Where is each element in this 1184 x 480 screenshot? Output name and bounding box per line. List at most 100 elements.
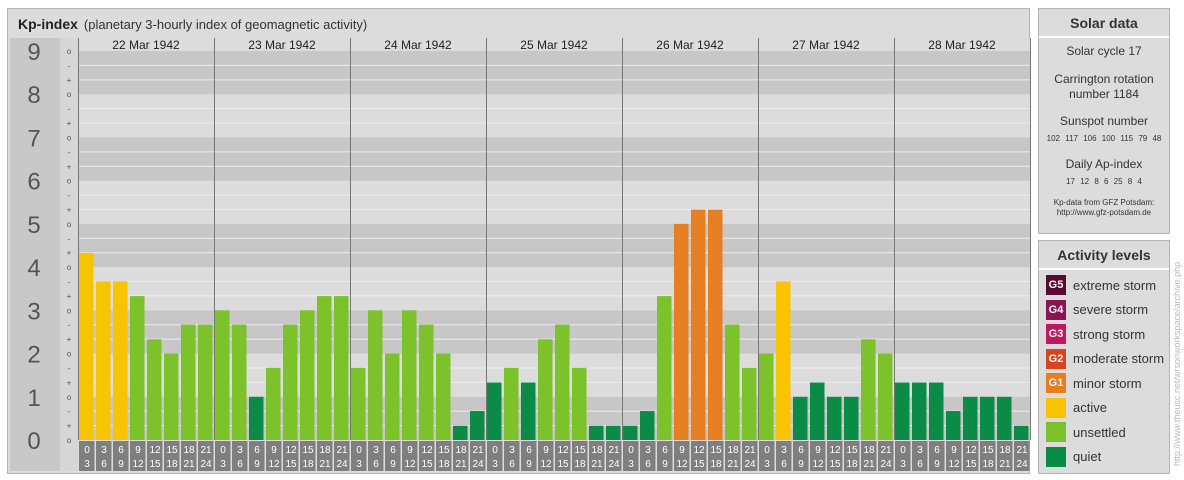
- activity-level-item: unsettled: [1046, 422, 1126, 442]
- time-slot-cell: [283, 441, 299, 471]
- activity-levels-panel: Activity levels G5 extreme storm G4 severe …: [1038, 240, 1170, 474]
- time-slot-start: 3: [917, 445, 923, 456]
- y-minor-column: [60, 38, 78, 471]
- time-slot-cell: [742, 441, 758, 471]
- time-slot-cell: [436, 441, 452, 471]
- kp-bar: [351, 367, 366, 440]
- day-label: 25 Mar 1942: [520, 38, 588, 52]
- y-minor-tick-label: -: [68, 61, 71, 70]
- time-slot-cell: [589, 441, 605, 471]
- time-slot-cell: [963, 441, 979, 471]
- time-slot-end: 21: [183, 459, 195, 470]
- kp-bar: [929, 382, 944, 440]
- y-axis-column: [10, 38, 60, 471]
- kp-bar: [300, 310, 315, 440]
- y-minor-tick-label: -: [68, 364, 71, 373]
- time-slot-end: 21: [455, 459, 467, 470]
- kp-bar: [334, 296, 349, 440]
- time-slot-end: 15: [421, 459, 433, 470]
- time-slot-cell: [113, 441, 129, 471]
- time-slot-cell: [215, 441, 231, 471]
- time-slot-start: 6: [798, 445, 804, 456]
- date-header-band: [78, 38, 1030, 51]
- kp-bar: [470, 411, 485, 440]
- kp-bar: [113, 281, 128, 440]
- time-slot-cell: [198, 441, 214, 471]
- kp-bar: [946, 411, 961, 440]
- activity-level-swatch: G1: [1046, 373, 1066, 393]
- time-slot-start: 3: [237, 445, 243, 456]
- time-slot-start: 12: [965, 445, 977, 456]
- time-slot-end: 9: [798, 459, 804, 470]
- kp-bar: [538, 339, 553, 440]
- kp-band: [78, 267, 1030, 311]
- time-slot-cell: [929, 441, 945, 471]
- time-slot-cell: [555, 441, 571, 471]
- kp-bar: [725, 324, 740, 440]
- chart-title: Kp-index (planetary 3-hourly index of geo…: [18, 16, 367, 32]
- activity-level-label: unsettled: [1073, 424, 1126, 440]
- chart-title-main: Kp-index: [18, 16, 78, 32]
- time-slot-start: 6: [254, 445, 260, 456]
- time-slot-cell: [861, 441, 877, 471]
- time-slot-cell: [521, 441, 537, 471]
- time-slot-end: 6: [917, 459, 923, 470]
- kp-bar: [181, 324, 196, 440]
- kp-bar: [895, 382, 910, 440]
- time-slot-start: 6: [526, 445, 532, 456]
- time-slot-start: 0: [900, 445, 906, 456]
- day-label: 22 Mar 1942: [112, 38, 180, 52]
- y-minor-tick-label: -: [68, 407, 71, 416]
- time-slot-end: 9: [390, 459, 396, 470]
- time-slot-cell: [351, 441, 367, 471]
- time-slot-start: 15: [574, 445, 586, 456]
- time-slot-end: 15: [149, 459, 161, 470]
- activity-level-item: G5 extreme storm: [1046, 275, 1156, 295]
- y-minor-tick-label: o: [67, 47, 72, 56]
- y-minor-tick-label: o: [67, 436, 72, 445]
- time-slot-end: 12: [540, 459, 552, 470]
- activity-level-item: G4 severe storm: [1046, 299, 1148, 320]
- time-slot-end: 15: [965, 459, 977, 470]
- time-slot-end: 3: [220, 459, 226, 470]
- time-slot-start: 15: [710, 445, 722, 456]
- time-slot-end: 21: [591, 459, 603, 470]
- time-slot-end: 18: [982, 459, 994, 470]
- time-slot-cell: [572, 441, 588, 471]
- kp-bar: [164, 353, 179, 440]
- kp-bar: [640, 411, 655, 440]
- time-slot-end: 9: [662, 459, 668, 470]
- time-slot-end: 3: [356, 459, 362, 470]
- time-slot-cell: [997, 441, 1013, 471]
- time-slot-end: 21: [319, 459, 331, 470]
- kp-bar: [861, 339, 876, 440]
- y-tick-label: 7: [27, 125, 40, 152]
- ap-label: Daily Ap-index: [1065, 157, 1143, 171]
- kp-bar: [232, 324, 247, 440]
- kp-bar: [997, 396, 1012, 440]
- kp-bar: [827, 396, 842, 440]
- kp-bar: [79, 252, 94, 440]
- activity-level-swatch: [1046, 397, 1066, 418]
- time-slot-start: 9: [271, 445, 277, 456]
- time-slot-end: 12: [268, 459, 280, 470]
- source-line-2[interactable]: http://www.gfz-potsdam.de: [1056, 208, 1152, 217]
- time-slot-start: 18: [863, 445, 875, 456]
- time-slot-end: 18: [166, 459, 178, 470]
- day-label: 28 Mar 1942: [928, 38, 996, 52]
- kp-bar: [521, 382, 536, 440]
- time-slot-cell: [878, 441, 894, 471]
- time-slot-cell: [181, 441, 197, 471]
- activity-level-item: G2 moderate storm: [1046, 348, 1164, 369]
- kp-band: [78, 137, 1030, 181]
- kp-bar: [708, 209, 723, 440]
- kp-band: [78, 180, 1030, 224]
- time-slot-start: 21: [608, 445, 620, 456]
- kp-bar: [385, 353, 400, 440]
- time-slot-start: 6: [934, 445, 940, 456]
- time-slot-start: 9: [407, 445, 413, 456]
- activity-level-swatch: G3: [1046, 324, 1066, 344]
- y-minor-tick-label: +: [67, 335, 72, 344]
- time-slot-end: 15: [829, 459, 841, 470]
